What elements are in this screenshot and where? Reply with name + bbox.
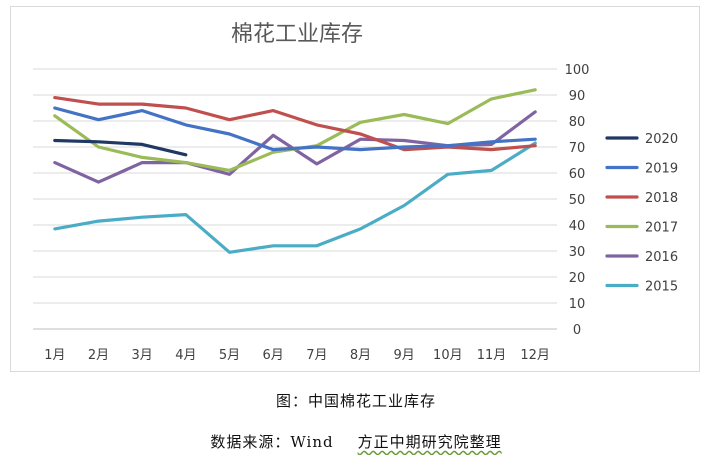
chart-frame: 棉花工业库存 0 10 20 30 40 50 60 70 80 90 100 1月 2月 3月 4月 5月 6月… [10,6,700,372]
x-tick-label: 5月 [219,348,240,363]
x-tick-label: 8月 [350,348,371,363]
y-tick-label: 80 [569,115,586,130]
legend-label-2017: 2017 [645,221,678,236]
series-line-2018 [53,95,537,152]
x-tick-label: 9月 [394,348,415,363]
legend-label-2020: 2020 [645,132,678,147]
x-tick-label: 3月 [132,348,153,363]
series-line-2019 [53,106,537,152]
source-prefix: 数据来源： [210,433,291,451]
legend-label-2015: 2015 [645,280,678,295]
y-tick-label: 70 [569,141,586,156]
series-line-2015 [53,141,537,254]
y-tick-label: 20 [569,271,586,286]
chart-title: 棉花工业库存 [231,22,363,47]
series-line-2020 [53,138,188,157]
x-tick-label: 6月 [263,348,284,363]
legend-label-2016: 2016 [645,250,678,265]
y-tick-label: 90 [569,89,586,104]
source-vendor: Wind [290,433,334,451]
source-line: 数据来源：Wind 方正中期研究院整理 [0,431,712,452]
x-tick-label: 12月 [520,348,550,363]
y-tick-label: 10 [569,297,586,312]
legend-label-2019: 2019 [645,162,678,177]
y-tick-label: 30 [569,245,586,260]
x-tick-label: 2月 [88,348,109,363]
line-chart: 棉花工业库存 0 10 20 30 40 50 60 70 80 90 100 1月 2月 3月 4月 5月 6月… [33,22,678,363]
figure-caption: 图：中国棉花工业库存 [275,392,436,410]
x-tick-label: 10月 [433,348,463,363]
y-tick-label: 40 [569,219,586,234]
series-line-2017 [53,88,537,172]
y-tick-label: 100 [565,63,590,78]
x-tick-label: 1月 [44,348,65,363]
y-tick-label: 60 [569,167,586,182]
x-tick-label: 7月 [306,348,327,363]
x-tick-label: 4月 [175,348,196,363]
x-tick-label: 11月 [477,348,507,363]
legend-label-2018: 2018 [645,191,678,206]
y-tick-label: 0 [573,323,581,338]
y-tick-label: 50 [569,193,586,208]
source-org: 方正中期研究院整理 [357,433,502,451]
